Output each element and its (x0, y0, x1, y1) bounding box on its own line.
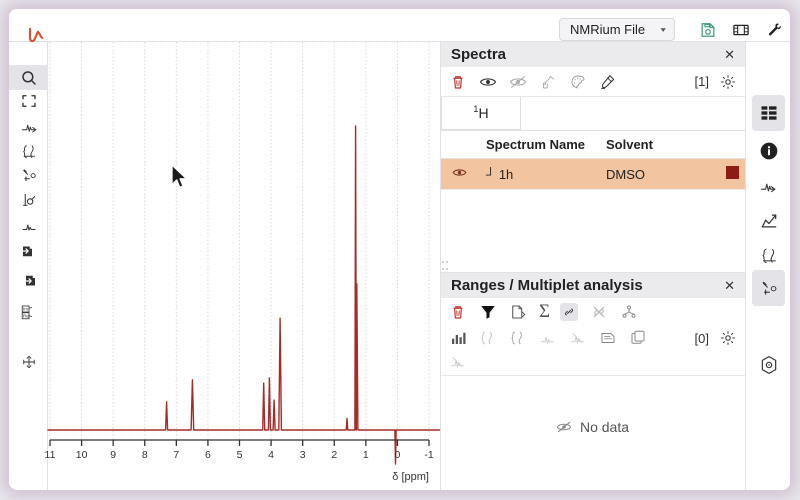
svg-text:10: 10 (76, 449, 88, 461)
svg-text:9: 9 (110, 449, 116, 461)
svg-text:3: 3 (300, 449, 306, 461)
svg-text:4: 4 (268, 449, 274, 461)
svg-text:0: 0 (394, 449, 400, 461)
svg-text:δ [ppm]: δ [ppm] (392, 471, 429, 483)
svg-text:6: 6 (205, 449, 211, 461)
svg-text:1: 1 (363, 449, 369, 461)
svg-text:-1: -1 (424, 449, 433, 461)
svg-text:2: 2 (331, 449, 337, 461)
svg-text:Im: Im (23, 307, 28, 312)
svg-text:11: 11 (45, 449, 56, 461)
svg-text:8: 8 (142, 449, 148, 461)
svg-text:Re: Re (23, 313, 29, 318)
svg-text:7: 7 (173, 449, 179, 461)
svg-text:5: 5 (237, 449, 243, 461)
